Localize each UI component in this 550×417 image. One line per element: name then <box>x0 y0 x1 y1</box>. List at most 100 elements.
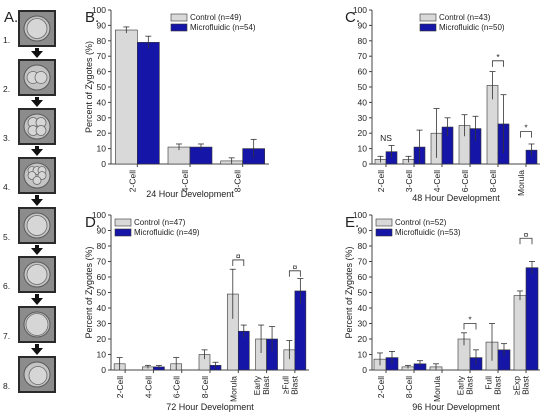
y-tick-label: 50 <box>97 82 107 92</box>
sequence-arrow-head <box>31 51 43 58</box>
x-axis-label: 24 Hour Development <box>146 189 234 199</box>
y-tick-label: 0 <box>101 365 106 375</box>
y-tick-label: 60 <box>358 67 368 77</box>
x-axis-label: 96 Hour Development <box>412 402 500 412</box>
y-tick-label: 30 <box>358 113 368 123</box>
category-label: Morula <box>516 170 526 196</box>
panel-a: A. 1. 2. 3. 4. 5. 6. 7. 8. <box>3 9 56 393</box>
y-tick-label: 10 <box>358 350 368 360</box>
bar-microfluidic <box>137 42 160 165</box>
y-tick-label: 50 <box>97 288 107 298</box>
legend: Control (n=43)Microfluidic (n=50) <box>419 13 505 32</box>
panel-e-chart: E. 0 10 20 30 40 50 60 70 80 90 100 Percent of Zygot… <box>344 210 540 412</box>
legend-swatch <box>375 228 393 237</box>
significance-marker: * <box>496 52 500 62</box>
embryo-stage-3 <box>18 108 56 145</box>
sequence-arrow-shaft <box>35 195 39 200</box>
significance-marker: ¤ <box>524 229 529 239</box>
category-label: 6-Cell <box>460 170 470 192</box>
embryo-zona-shape <box>23 113 51 140</box>
sequence-arrow-shaft <box>35 48 39 52</box>
y-tick-label: 30 <box>358 319 368 329</box>
y-tick-label: 20 <box>97 128 107 138</box>
embryo-cell-shape <box>26 215 48 236</box>
category-label: Blast <box>261 375 271 395</box>
embryo-cell-shape <box>35 125 47 136</box>
y-tick-label: 0 <box>101 159 106 169</box>
y-tick-label: 50 <box>358 82 368 92</box>
category-label: 3-Cell <box>404 170 414 192</box>
sequence-arrow-shaft <box>35 97 39 101</box>
y-tick-label: 90 <box>97 20 107 30</box>
y-tick-label: 20 <box>358 334 368 344</box>
embryo-cell-shape <box>32 176 42 185</box>
category-label: Blast <box>521 375 531 395</box>
y-tick-label: 10 <box>358 144 368 154</box>
y-tick-label: 30 <box>97 113 107 123</box>
category-label: Blast <box>465 375 475 395</box>
category-label: 8-Cell <box>200 376 210 398</box>
sequence-arrow-shaft <box>35 344 39 349</box>
bar-control <box>513 295 527 371</box>
category-label: 4-Cell <box>432 170 442 192</box>
sequence-arrow-shaft <box>35 294 39 299</box>
y-tick-label: 20 <box>358 128 368 138</box>
y-tick-label: 10 <box>97 144 107 154</box>
category-label: Blast <box>289 375 299 395</box>
category-label: Early <box>252 375 262 395</box>
panel-c-chart: C. 0 10 20 30 40 50 60 70 80 90 100 2-Cell 3-Cell 4-Ce… <box>345 5 540 203</box>
legend-entry: Microfluidic (n=54) <box>190 23 256 32</box>
embryo-cell-shape <box>26 264 48 285</box>
legend: Control (n=47)Microfluidic (n=49) <box>114 218 200 237</box>
stage-label: 6. <box>3 281 10 291</box>
significance-bracket <box>519 237 533 245</box>
embryo-stage-7 <box>18 306 56 343</box>
y-tick-label: 100 <box>92 210 106 220</box>
sequence-arrow-head <box>31 149 43 156</box>
legend-entry: Control (n=52) <box>395 218 447 227</box>
y-tick-label: 70 <box>358 51 368 61</box>
embryo-cell-shape <box>34 71 48 84</box>
y-tick-label: 80 <box>358 241 368 251</box>
sequence-arrow-shaft <box>35 245 39 249</box>
legend: Control (n=49)Microfluidic (n=54) <box>170 13 256 32</box>
y-tick-label: 40 <box>97 303 107 313</box>
y-tick-label: 0 <box>362 365 367 375</box>
legend-entry: Microfluidic (n=50) <box>439 23 505 32</box>
significance-marker: * <box>524 123 528 133</box>
y-tick-label: 0 <box>362 159 367 169</box>
category-label: Morula <box>228 376 238 402</box>
stage-label: 7. <box>3 331 10 341</box>
panel-label: D. <box>85 214 100 231</box>
sequence-arrow-head <box>31 100 43 107</box>
legend-swatch <box>170 13 188 22</box>
category-label: ≥Full <box>280 376 290 394</box>
legend-entry: Microfluidic (n=49) <box>134 228 200 237</box>
panel-label-a: A. <box>4 9 18 26</box>
bar-control <box>115 29 138 165</box>
y-tick-label: 70 <box>358 257 368 267</box>
category-label: 2-Cell <box>127 170 137 192</box>
category-label: Morula <box>432 376 442 402</box>
legend-entry: Microfluidic (n=53) <box>395 228 461 237</box>
y-tick-label: 90 <box>358 226 368 236</box>
category-label: Early <box>456 375 466 395</box>
y-axis-label: Percent of Zygotes (%) <box>344 246 354 338</box>
category-label: 2-Cell <box>115 376 125 398</box>
significance-marker: NS <box>380 133 392 143</box>
embryo-cell-shape <box>28 366 48 385</box>
panel-label: C. <box>345 9 360 26</box>
category-label: 4-Cell <box>143 376 153 398</box>
stage-label: 2. <box>3 84 10 94</box>
y-tick-label: 50 <box>358 288 368 298</box>
stage-label: 1. <box>3 35 10 45</box>
legend-swatch <box>375 218 393 227</box>
stage-label: 8. <box>3 381 10 391</box>
sequence-arrow-head <box>31 248 43 255</box>
sequence-arrow-head <box>31 199 43 206</box>
category-label: 4-Cell <box>180 170 190 192</box>
y-tick-label: 40 <box>358 97 368 107</box>
panel-d-chart: D. 0 10 20 30 40 50 60 70 80 90 100 Percent of Zygot… <box>84 210 309 412</box>
y-axis-label: Percent of Zygotes (%) <box>84 41 94 133</box>
